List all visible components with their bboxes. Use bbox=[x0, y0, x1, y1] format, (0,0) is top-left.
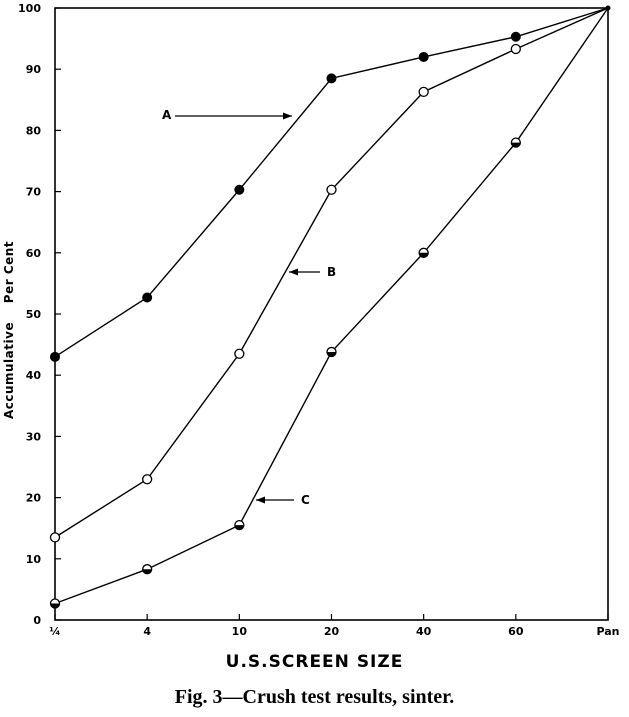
x-tick-label: ¼ bbox=[49, 625, 60, 638]
data-point-C bbox=[326, 346, 337, 358]
y-tick-label: 0 bbox=[33, 614, 41, 627]
data-point-A bbox=[142, 292, 153, 303]
marker-filled bbox=[418, 51, 429, 62]
plot-axes bbox=[54, 7, 609, 621]
annotation-arrow-head bbox=[283, 112, 292, 120]
y-tick-label: 10 bbox=[26, 553, 42, 566]
x-tick-label: 4 bbox=[143, 625, 151, 638]
annotation-arrow-head bbox=[256, 496, 265, 504]
y-tick-label: 90 bbox=[26, 63, 42, 76]
x-tick-label: 40 bbox=[416, 625, 432, 638]
data-point-C bbox=[418, 247, 429, 258]
annotation-B: B bbox=[289, 265, 336, 279]
series-line-C bbox=[54, 7, 609, 605]
data-point-B bbox=[142, 474, 153, 485]
data-point-C bbox=[142, 564, 153, 575]
marker-half-fill bbox=[234, 525, 244, 530]
figure-caption: Fig. 3—Crush test results, sinter. bbox=[174, 686, 455, 708]
marker-filled bbox=[234, 184, 245, 195]
marker-open bbox=[418, 86, 429, 97]
annotation-label-A: A bbox=[162, 108, 172, 122]
y-tick-label: 50 bbox=[26, 308, 42, 321]
data-point-C bbox=[234, 519, 245, 531]
data-point-B bbox=[49, 532, 61, 543]
marker-filled bbox=[510, 31, 521, 42]
series-annotations: A B C bbox=[162, 108, 336, 507]
data-point-A bbox=[418, 51, 429, 62]
series-markers bbox=[49, 5, 611, 609]
x-axis-label: U.S.SCREEN SIZE bbox=[225, 652, 404, 672]
marker-half-fill bbox=[419, 252, 429, 258]
y-tick-label: 40 bbox=[26, 369, 42, 382]
x-tick-label: 60 bbox=[508, 625, 524, 638]
x-tick-label: Pan bbox=[596, 625, 619, 638]
annotation-label-B: B bbox=[327, 265, 336, 279]
y-tick-label: 60 bbox=[26, 247, 42, 260]
annotation-A: A bbox=[162, 108, 292, 122]
data-point-A bbox=[234, 184, 245, 195]
x-axis-ticks: ¼ 4 10 20 40 60 Pan bbox=[49, 614, 620, 638]
annotation-arrow-head bbox=[289, 268, 298, 276]
data-point-B bbox=[234, 348, 245, 359]
annotation-C: C bbox=[256, 493, 310, 507]
data-point-A bbox=[510, 31, 521, 42]
y-axis-label: Accumulative Per Cent bbox=[2, 241, 16, 419]
x-tick-label: 20 bbox=[324, 625, 340, 638]
marker-open bbox=[326, 184, 337, 195]
y-tick-label: 20 bbox=[26, 492, 42, 505]
marker-open bbox=[510, 43, 521, 55]
annotation-label-C: C bbox=[301, 493, 310, 507]
marker-half-fill bbox=[50, 603, 60, 608]
marker-half-fill bbox=[511, 142, 521, 148]
marker-open bbox=[142, 474, 153, 485]
data-point-C bbox=[49, 598, 61, 609]
marker-half-fill bbox=[142, 569, 152, 574]
y-tick-label: 100 bbox=[18, 2, 41, 15]
data-point-C bbox=[510, 137, 521, 148]
data-point-A bbox=[50, 351, 60, 362]
plot-frame bbox=[54, 7, 609, 621]
x-tick-label: 10 bbox=[232, 625, 248, 638]
marker-filled bbox=[326, 73, 337, 84]
data-point-B bbox=[510, 43, 521, 55]
marker-half-fill bbox=[327, 351, 336, 357]
y-axis-ticks: 0 10 20 30 40 50 60 70 80 90 100 bbox=[18, 2, 61, 627]
marker-open bbox=[234, 348, 245, 359]
data-point-B bbox=[326, 184, 337, 195]
marker-open bbox=[49, 532, 61, 543]
marker-filled bbox=[50, 351, 60, 362]
data-point-A bbox=[326, 73, 337, 84]
y-tick-label: 30 bbox=[26, 430, 42, 443]
data-point-B bbox=[418, 86, 429, 97]
series-line-A bbox=[54, 7, 609, 358]
series-lines bbox=[54, 7, 609, 605]
y-tick-label: 80 bbox=[26, 124, 42, 137]
marker-filled bbox=[142, 292, 153, 303]
data-point-endpoint bbox=[605, 5, 611, 11]
y-tick-label: 70 bbox=[26, 186, 42, 199]
